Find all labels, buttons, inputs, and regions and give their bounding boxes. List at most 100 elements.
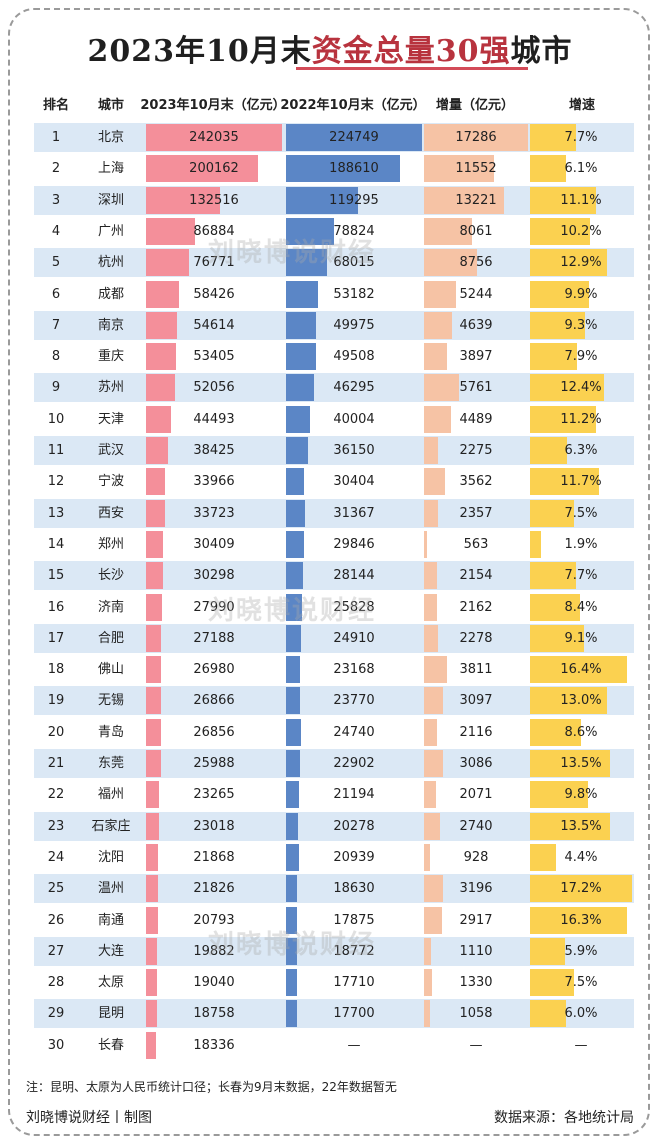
value-growth: 9.9%: [564, 286, 598, 302]
value-2022: 29846: [333, 536, 375, 552]
rank-cell: 14: [47, 536, 65, 552]
city-cell: 沈阳: [97, 849, 124, 865]
value-growth: 8.4%: [564, 599, 598, 615]
bar-2023: [146, 530, 164, 558]
value-growth: 7.5%: [564, 505, 598, 521]
data-source: 数据来源：各地统计局: [494, 1110, 634, 1126]
bar-2023: [146, 562, 164, 590]
bar-2022: [286, 593, 302, 621]
value-2022: 22902: [333, 756, 375, 771]
rank-cell: 18: [47, 662, 65, 678]
watermark: 刘晓博说财经: [208, 596, 377, 626]
value-growth: 7.9%: [564, 349, 598, 365]
value-increase: 2116: [459, 724, 493, 740]
bar-2023: [146, 311, 177, 339]
bar-increase: [424, 343, 448, 371]
rank-cell: 23: [47, 818, 65, 834]
rank-cell: 19: [47, 693, 65, 709]
rank-cell: 7: [51, 317, 61, 333]
value-growth: 7.5%: [564, 975, 598, 991]
value-increase: 3897: [459, 349, 493, 365]
rank-cell: 30: [47, 1037, 65, 1053]
bar-2022: [286, 530, 305, 558]
bar-increase: [424, 969, 432, 997]
bar-2022: [286, 1000, 297, 1028]
value-growth: 5.9%: [564, 943, 598, 959]
bar-2023: [146, 124, 282, 151]
rank-cell: 10: [47, 411, 65, 427]
value-2022: 68015: [333, 255, 375, 271]
value-increase: 3811: [459, 662, 493, 678]
value-growth-missing: —: [574, 1037, 588, 1053]
bar-2022: [286, 468, 305, 496]
value-increase: 13221: [455, 192, 497, 208]
value-2023: 19882: [193, 943, 235, 959]
header-growth: 增速: [568, 98, 595, 113]
bar-2023: [146, 155, 259, 183]
rank-cell: 3: [51, 192, 61, 208]
value-2023: 54614: [193, 317, 235, 333]
bar-increase: [424, 311, 452, 339]
value-growth: 1.9%: [564, 536, 598, 552]
bar-growth: [530, 186, 596, 214]
city-cell: 佛山: [97, 662, 124, 678]
rank-cell: 20: [47, 724, 65, 740]
bar-growth: [530, 562, 576, 590]
bar-2022: [286, 499, 305, 527]
bar-2022: [286, 781, 299, 809]
value-increase: 2278: [459, 630, 493, 646]
bar-2023: [146, 374, 176, 402]
bar-2022: [286, 906, 297, 934]
bar-2023: [146, 468, 166, 496]
bar-growth: [530, 499, 575, 527]
value-increase: 8756: [459, 255, 493, 271]
rank-cell: 28: [47, 975, 65, 991]
bar-growth: [530, 624, 584, 652]
value-growth: 13.5%: [560, 756, 602, 771]
bar-2022: [286, 124, 422, 151]
bar-increase: [424, 593, 437, 621]
bar-2023: [146, 718, 162, 746]
value-2022: 17710: [333, 975, 375, 991]
bar-2023: [146, 656, 162, 684]
bar-2023: [146, 1000, 157, 1028]
value-growth: 8.6%: [564, 724, 598, 740]
city-cell: 成都: [97, 286, 124, 302]
value-2022: 20278: [333, 818, 375, 834]
value-growth: 16.3%: [560, 912, 602, 928]
rank-cell: 2: [51, 161, 61, 177]
value-2022: 24740: [333, 724, 375, 740]
bar-growth: [530, 906, 627, 934]
bar-growth: [530, 405, 597, 433]
value-2023: 30298: [193, 568, 235, 584]
city-cell: 宁波: [97, 474, 124, 490]
rank-cell: 9: [51, 380, 61, 396]
city-cell: 南通: [97, 912, 124, 928]
bar-growth: [530, 812, 611, 840]
value-growth: 7.7%: [564, 568, 598, 584]
city-cell: 西安: [97, 505, 124, 521]
title-highlight: 资金总量30强: [311, 34, 511, 69]
city-cell: 青岛: [97, 724, 124, 740]
bar-increase: [424, 750, 443, 777]
bar-increase: [424, 781, 437, 809]
value-2023: 18758: [193, 1006, 235, 1022]
city-cell: 杭州: [97, 255, 124, 271]
footnote: 注：昆明、太原为人民币统计口径；长春为9月末数据，22年数据暂无: [26, 1080, 397, 1094]
rank-cell: 4: [51, 223, 61, 239]
city-cell: 武汉: [97, 443, 124, 458]
value-2022: 28144: [333, 568, 375, 584]
bar-increase: [424, 812, 441, 840]
value-increase: 4639: [459, 317, 493, 333]
city-cell: 石家庄: [91, 818, 131, 834]
value-increase: 3086: [459, 756, 493, 771]
value-2023: 26980: [193, 662, 235, 678]
value-2023: 58426: [193, 286, 235, 302]
bar-2022: [286, 843, 299, 871]
title-suffix: 城市: [510, 34, 573, 69]
rank-cell: 29: [47, 1006, 65, 1022]
value-2022: 23770: [333, 693, 375, 709]
bar-2022: [286, 812, 299, 840]
value-increase: 5244: [459, 286, 493, 302]
value-increase: 2740: [459, 818, 493, 834]
